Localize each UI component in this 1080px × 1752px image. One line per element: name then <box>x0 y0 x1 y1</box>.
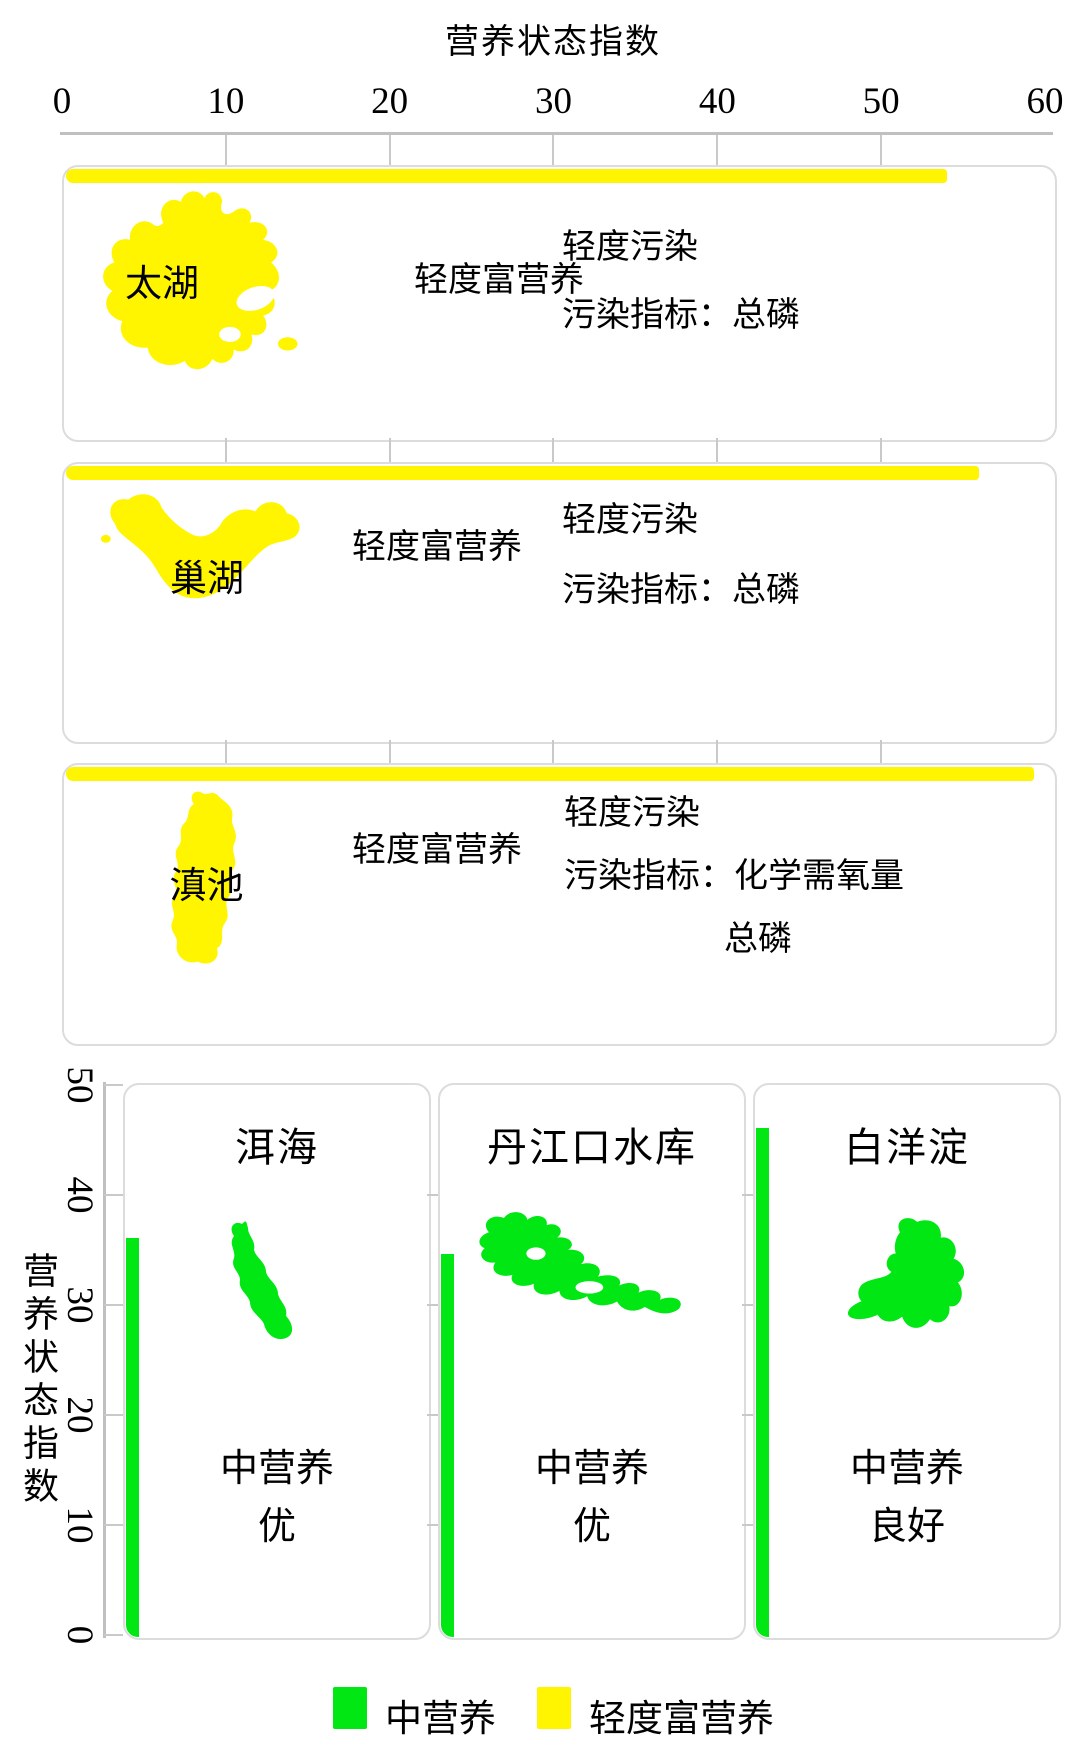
tick-line <box>742 1414 753 1416</box>
legend-swatch-light-eutrophic <box>537 1687 571 1729</box>
taihu-lake-shape <box>103 191 298 370</box>
tick-line <box>427 1304 438 1306</box>
bottom-y-axis-title: 营养状态指数 <box>18 1252 58 1510</box>
tick-line <box>104 1524 123 1526</box>
baiyangdian-lake-shape <box>847 1218 965 1328</box>
tick-line <box>104 1634 123 1636</box>
tick-line <box>388 135 391 165</box>
chaohu-pollution-indicator: 污染指标：总磷 <box>562 572 800 609</box>
dianchi-lake-shape <box>171 791 236 964</box>
panel-taihu: 太湖 轻度富营养 轻度污染 污染指标：总磷 <box>62 165 1057 442</box>
top-axis-tick-label: 20 <box>371 81 409 122</box>
danjiangkou-lake-shape <box>479 1212 681 1314</box>
bottom-y-tick-label: 0 <box>59 1625 101 1645</box>
taihu-label: 太湖 <box>125 264 199 305</box>
dianchi-pollution-indicator: 污染指标：化学需氧量 <box>564 858 904 895</box>
danjiangkou-label: 丹江口水库 <box>487 1125 697 1170</box>
dianchi-trophic-status: 轻度富营养 <box>352 832 522 869</box>
tick-line <box>104 1304 123 1306</box>
danjiangkou-grade: 优 <box>572 1506 611 1548</box>
top-axis-tick-label: 10 <box>207 81 245 122</box>
tick-line <box>224 135 227 165</box>
top-axis-tick-label: 40 <box>698 81 736 122</box>
bottom-y-tick-label: 40 <box>59 1176 101 1214</box>
tick-line <box>880 740 883 763</box>
tick-line <box>552 740 555 763</box>
chaohu-trophic-status: 轻度富营养 <box>352 529 522 566</box>
danjiangkou-value-bar <box>441 1254 454 1637</box>
panel-danjiangkou: 丹江口水库 中营养 优 <box>438 1083 746 1640</box>
taihu-pollution-level: 轻度污染 <box>562 229 698 266</box>
bottom-y-tick-label: 30 <box>59 1286 101 1324</box>
tick-line <box>552 438 555 462</box>
taihu-pollution-indicator: 污染指标：总磷 <box>562 297 800 334</box>
tick-line <box>716 740 719 763</box>
erhai-value-bar <box>126 1237 139 1637</box>
erhai-lake-shape <box>231 1221 293 1340</box>
legend-label-mesotrophic: 中营养 <box>385 1699 496 1740</box>
tick-line <box>104 1414 123 1416</box>
top-axis-tick-label: 50 <box>862 81 900 122</box>
erhai-grade: 优 <box>257 1506 296 1548</box>
tick-line <box>716 438 719 462</box>
tick-line <box>742 1524 753 1526</box>
chaohu-pollution-level: 轻度污染 <box>562 502 698 539</box>
top-axis-tick-label: 60 <box>1026 81 1064 122</box>
baiyangdian-grade: 良好 <box>868 1506 945 1548</box>
dianchi-label: 滇池 <box>169 866 244 907</box>
tick-line <box>716 135 719 165</box>
baiyangdian-value-bar <box>756 1127 769 1637</box>
taihu-trophic-status: 轻度富营养 <box>414 262 584 299</box>
tick-line <box>880 438 883 462</box>
dianchi-pollution-indicator-2: 总磷 <box>724 921 792 958</box>
tick-line <box>427 1414 438 1416</box>
erhai-trophic-status: 中营养 <box>219 1448 334 1490</box>
chaohu-label: 巢湖 <box>170 559 244 600</box>
tick-line <box>552 135 555 165</box>
chaohu-value-bar <box>66 466 980 480</box>
chaohu-lake-shape <box>100 494 300 599</box>
tick-line <box>742 1194 753 1196</box>
bottom-y-tick-label: 50 <box>59 1066 101 1104</box>
top-axis-tick-label: 30 <box>534 81 572 122</box>
bottom-y-tick-label: 10 <box>59 1506 101 1544</box>
legend-label-light-eutrophic: 轻度富营养 <box>589 1699 774 1740</box>
top-axis-tick-label: 0 <box>52 81 72 122</box>
dianchi-pollution-level: 轻度污染 <box>564 795 700 832</box>
panel-erhai: 洱海 中营养 优 <box>123 1083 431 1640</box>
tick-line <box>427 1194 438 1196</box>
tick-line <box>104 1084 123 1086</box>
panel-chaohu: 巢湖 轻度富营养 轻度污染 污染指标：总磷 <box>62 462 1057 744</box>
tick-line <box>224 740 227 763</box>
erhai-label: 洱海 <box>235 1125 319 1170</box>
bottom-y-tick-label: 20 <box>59 1396 101 1434</box>
tick-line <box>427 1524 438 1526</box>
bottom-y-axis-line <box>103 1082 106 1638</box>
top-axis-title: 营养状态指数 <box>445 24 661 61</box>
tick-line <box>388 438 391 462</box>
tick-line <box>388 740 391 763</box>
baiyangdian-label: 白洋淀 <box>844 1125 970 1170</box>
danjiangkou-trophic-status: 中营养 <box>534 1448 649 1490</box>
top-axis-line <box>60 132 1053 135</box>
tick-line <box>104 1194 123 1196</box>
tick-line <box>742 1304 753 1306</box>
panel-dianchi: 滇池 轻度富营养 轻度污染 污染指标：化学需氧量 总磷 <box>62 763 1057 1046</box>
baiyangdian-trophic-status: 中营养 <box>849 1448 964 1490</box>
panel-baiyangdian: 白洋淀 中营养 良好 <box>753 1083 1061 1640</box>
tick-line <box>880 135 883 165</box>
taihu-value-bar <box>66 169 947 183</box>
legend-swatch-mesotrophic <box>333 1687 367 1729</box>
tick-line <box>224 438 227 462</box>
dianchi-value-bar <box>66 767 1034 781</box>
